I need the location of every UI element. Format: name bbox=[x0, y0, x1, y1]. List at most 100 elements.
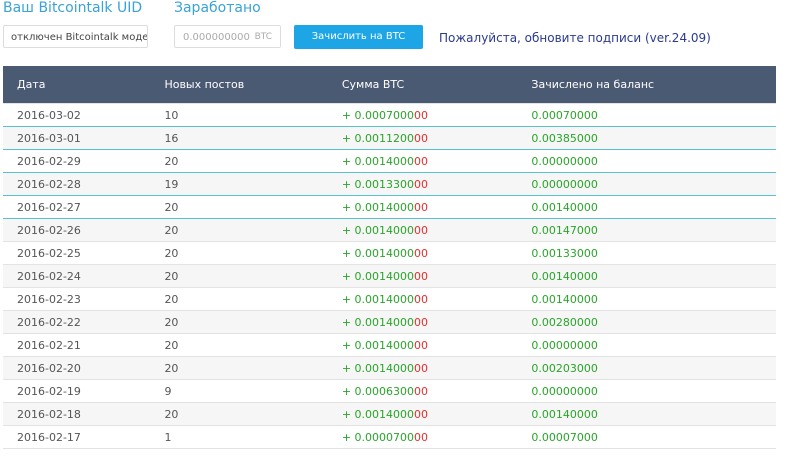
date-cell: 2016-02-20 bbox=[3, 357, 150, 380]
sum-tail: 00 bbox=[414, 178, 428, 191]
posts-cell: 19 bbox=[150, 173, 327, 196]
posts-cell: 20 bbox=[150, 150, 327, 173]
sum-tail: 00 bbox=[414, 431, 428, 444]
sum-tail: 00 bbox=[414, 109, 428, 122]
posts-cell: 1 bbox=[150, 426, 327, 449]
date-cell: 2016-02-29 bbox=[3, 150, 150, 173]
sum-cell: + 0.001400000 bbox=[328, 357, 518, 380]
table-row: 2016-02-2120 + 0.001400000 0.00000000 bbox=[3, 334, 776, 357]
sum-cell: + 0.001330000 bbox=[328, 173, 518, 196]
table-row: 2016-02-2420 + 0.001400000 0.00140000 bbox=[3, 265, 776, 288]
sum-main: + 0.0014000 bbox=[342, 270, 414, 283]
sum-tail: 00 bbox=[414, 316, 428, 329]
earned-placeholder: 0.000000000 bbox=[183, 32, 250, 43]
sum-cell: + 0.001120000 bbox=[328, 127, 518, 150]
earned-input[interactable]: 0.000000000 BTC bbox=[174, 25, 281, 48]
posts-cell: 20 bbox=[150, 357, 327, 380]
posts-cell: 9 bbox=[150, 380, 327, 403]
table-row: 2016-02-2620+ 0.0014000000.00147000 bbox=[3, 219, 776, 242]
table-row: 2016-02-2520+ 0.0014000000.00133000 bbox=[3, 242, 776, 265]
sum-cell: + 0.001400000 bbox=[328, 219, 518, 242]
sum-cell: + 0.000700000 bbox=[328, 104, 518, 127]
credit-button[interactable]: Зачислить на BTC баланс bbox=[294, 25, 423, 49]
credited-cell: 0.00000000 bbox=[517, 334, 776, 357]
sum-tail: 00 bbox=[414, 224, 428, 237]
table-row: 2016-03-0116+ 0.0011200000.00385000 bbox=[3, 127, 776, 150]
date-cell: 2016-02-18 bbox=[3, 403, 150, 426]
update-link[interactable]: Пожалуйста, обновите подписи (ver.24.09) bbox=[439, 31, 711, 45]
posts-cell: 10 bbox=[150, 104, 327, 127]
sum-tail: 00 bbox=[414, 247, 428, 260]
credited-cell: 0.00140000 bbox=[517, 403, 776, 426]
date-cell: 2016-02-24 bbox=[3, 265, 150, 288]
sum-main: + 0.0013300 bbox=[342, 178, 414, 191]
column-header: Сумма BTC bbox=[328, 66, 518, 104]
credited-cell: 0.00385000 bbox=[517, 127, 776, 150]
credited-cell: 0.00280000 bbox=[517, 311, 776, 334]
column-header: Новых постов bbox=[150, 66, 327, 104]
sum-main: + 0.0000700 bbox=[342, 431, 414, 444]
uid-input[interactable]: отключен Bitcointalk модера bbox=[3, 25, 148, 48]
sum-main: + 0.0014000 bbox=[342, 201, 414, 214]
sum-main: + 0.0014000 bbox=[342, 339, 414, 352]
posts-cell: 16 bbox=[150, 127, 327, 150]
sum-cell: + 0.001400000 bbox=[328, 196, 518, 219]
sum-cell: + 0.001400000 bbox=[328, 311, 518, 334]
credited-cell: 0.00203000 bbox=[517, 357, 776, 380]
date-cell: 2016-02-21 bbox=[3, 334, 150, 357]
posts-cell: 20 bbox=[150, 311, 327, 334]
sum-tail: 00 bbox=[414, 270, 428, 283]
credited-cell: 0.00140000 bbox=[517, 288, 776, 311]
posts-cell: 20 bbox=[150, 334, 327, 357]
date-cell: 2016-02-23 bbox=[3, 288, 150, 311]
table-row: 2016-02-1820+ 0.0014000000.00140000 bbox=[3, 403, 776, 426]
sum-main: + 0.0006300 bbox=[342, 385, 414, 398]
credited-cell: 0.00070000 bbox=[517, 104, 776, 127]
uid-label: Ваш Bitcointalk UID bbox=[3, 0, 142, 16]
sum-tail: 00 bbox=[414, 385, 428, 398]
table-row: 2016-02-2920+ 0.0014000000.00000000 bbox=[3, 150, 776, 173]
earned-unit: BTC bbox=[255, 26, 272, 48]
sum-cell: + 0.001400000 bbox=[328, 150, 518, 173]
table-row: 2016-02-2320+ 0.0014000000.00140000 bbox=[3, 288, 776, 311]
date-cell: 2016-02-19 bbox=[3, 380, 150, 403]
posts-cell: 20 bbox=[150, 403, 327, 426]
sum-main: + 0.0014000 bbox=[342, 316, 414, 329]
date-cell: 2016-02-28 bbox=[3, 173, 150, 196]
sum-main: + 0.0014000 bbox=[342, 155, 414, 168]
posts-cell: 20 bbox=[150, 196, 327, 219]
sum-cell: + 0.001400000 bbox=[328, 288, 518, 311]
credited-cell: 0.00133000 bbox=[517, 242, 776, 265]
sum-tail: 00 bbox=[414, 132, 428, 145]
credited-cell: 0.00140000 bbox=[517, 265, 776, 288]
sum-cell: + 0.001400000 bbox=[328, 403, 518, 426]
credited-cell: 0.00147000 bbox=[517, 219, 776, 242]
sum-tail: 00 bbox=[414, 155, 428, 168]
date-cell: 2016-03-01 bbox=[3, 127, 150, 150]
sum-main: + 0.0014000 bbox=[342, 293, 414, 306]
table-row: 2016-02-2819+ 0.0013300000.00000000 bbox=[3, 173, 776, 196]
sum-cell: + 0.001400000 bbox=[328, 242, 518, 265]
table-row: 2016-02-171+ 0.0000700000.00007000 bbox=[3, 426, 776, 449]
credited-cell: 0.00000000 bbox=[517, 380, 776, 403]
date-cell: 2016-02-25 bbox=[3, 242, 150, 265]
credited-cell: 0.00000000 bbox=[517, 173, 776, 196]
sum-main: + 0.0014000 bbox=[342, 224, 414, 237]
table-row: 2016-02-2220+ 0.0014000000.00280000 bbox=[3, 311, 776, 334]
sum-main: + 0.0011200 bbox=[342, 132, 414, 145]
credited-cell: 0.00140000 bbox=[517, 196, 776, 219]
sum-tail: 00 bbox=[414, 408, 428, 421]
date-cell: 2016-02-27 bbox=[3, 196, 150, 219]
sum-main: + 0.0014000 bbox=[342, 362, 414, 375]
sum-tail: 00 bbox=[414, 339, 428, 352]
posts-cell: 20 bbox=[150, 242, 327, 265]
sum-main: + 0.0007000 bbox=[342, 109, 414, 122]
sum-cell: + 0.000630000 bbox=[328, 380, 518, 403]
column-header: Дата bbox=[3, 66, 150, 104]
posts-cell: 20 bbox=[150, 265, 327, 288]
history-table: ДатаНовых постовСумма BTCЗачислено на ба… bbox=[3, 66, 776, 449]
sum-tail: 00 bbox=[414, 362, 428, 375]
sum-main: + 0.0014000 bbox=[342, 247, 414, 260]
earned-label: Заработано bbox=[174, 0, 261, 16]
